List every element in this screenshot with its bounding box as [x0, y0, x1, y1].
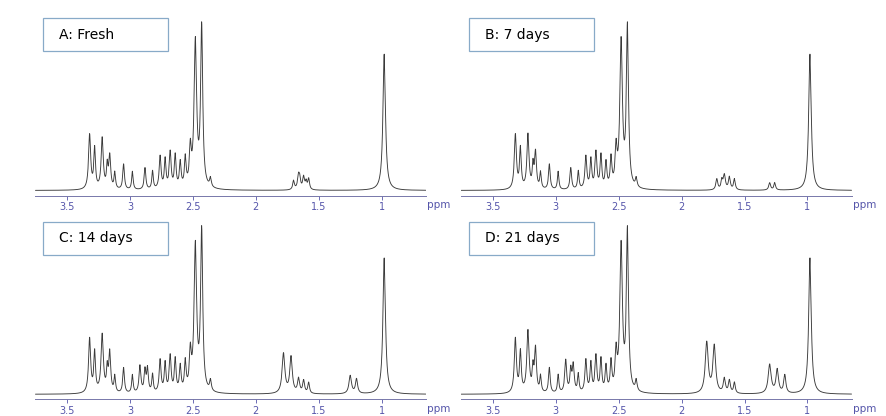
FancyBboxPatch shape — [469, 17, 594, 51]
FancyBboxPatch shape — [43, 17, 168, 51]
FancyBboxPatch shape — [43, 222, 168, 255]
Text: D: 21 days: D: 21 days — [484, 231, 559, 245]
Text: ppm: ppm — [851, 404, 875, 414]
Text: C: 14 days: C: 14 days — [58, 231, 132, 245]
Text: ppm: ppm — [426, 404, 450, 414]
Text: ppm: ppm — [851, 200, 875, 210]
Text: B: 7 days: B: 7 days — [484, 27, 548, 42]
Text: ppm: ppm — [426, 200, 450, 210]
Text: A: Fresh: A: Fresh — [58, 27, 114, 42]
FancyBboxPatch shape — [469, 222, 594, 255]
